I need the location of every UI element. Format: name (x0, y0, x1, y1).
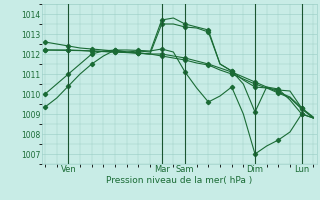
X-axis label: Pression niveau de la mer( hPa ): Pression niveau de la mer( hPa ) (106, 176, 252, 185)
